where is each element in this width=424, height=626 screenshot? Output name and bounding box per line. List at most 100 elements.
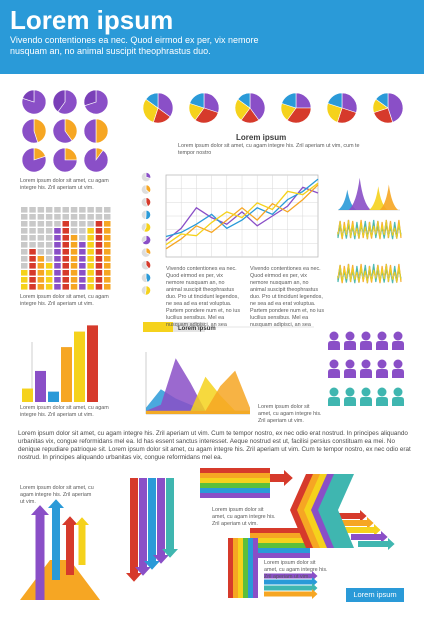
grid-cell-3-1	[45, 214, 53, 220]
pies-caption: Lorem ipsum dolor sit amet, cu agam inte…	[20, 178, 109, 191]
grid-cell-5-5	[62, 242, 69, 248]
area-series-3	[146, 370, 250, 414]
page-subtitle: Vivendo contentiones ea nec. Quod eirmod…	[10, 35, 259, 56]
line-series-1	[165, 178, 319, 238]
grid-cell-2-2	[37, 221, 45, 227]
grid-cell-2-7	[37, 256, 45, 262]
mini-area-1-peak-2	[369, 186, 388, 210]
ribbon-bottom-4	[250, 548, 310, 553]
grid-cell-9-8	[95, 263, 103, 269]
ribbon-down-1	[233, 538, 238, 598]
grid-cell-6-9	[70, 270, 78, 276]
grid-cell-2-0	[37, 207, 45, 213]
chevron-4	[318, 474, 354, 548]
wave-1-3	[337, 263, 402, 284]
ribbon-bottom-5	[250, 553, 310, 558]
grid-cell-5-2	[62, 221, 69, 227]
grid-cell-4-5	[54, 242, 61, 248]
grid-cell-3-0	[45, 207, 53, 213]
grid-cell-0-5	[21, 242, 28, 248]
grid-cell-1-1	[29, 214, 36, 220]
grid-cell-7-6	[79, 249, 86, 255]
grid-cell-4-3	[54, 228, 61, 234]
down-arrow-3	[153, 478, 169, 564]
area-caption: Lorem ipsum dolor sit amet, cu agam inte…	[258, 404, 322, 424]
grid-cell-8-10	[87, 277, 94, 283]
arrows-caption-1: Lorem ipsum dolor sit amet, cu agam inte…	[20, 485, 94, 505]
grid-cell-8-1	[87, 214, 94, 220]
ribbon-down-5	[253, 538, 258, 598]
person-head-0-4	[393, 331, 403, 341]
ribbon-bottom-2	[250, 538, 310, 543]
person-body-1-2	[360, 369, 372, 378]
mini-pie-6-slice-1	[141, 247, 151, 258]
grid-cell-8-11	[87, 284, 94, 290]
mini-area-1-peak-3	[379, 184, 399, 210]
mini-pie-4-slice-0	[143, 222, 151, 233]
grid-cell-3-3	[45, 228, 53, 234]
lorem-badge: Lorem ipsum	[346, 588, 404, 602]
down-arrow-4	[162, 478, 178, 558]
grid-cell-2-1	[37, 214, 45, 220]
grid-cell-7-7	[79, 256, 86, 262]
ribbon-top-head	[270, 470, 293, 486]
ribbon-top-4	[200, 488, 270, 493]
ribbon-bottom-1	[250, 533, 310, 538]
grid-cell-5-3	[62, 228, 69, 234]
person-body-2-0	[328, 397, 340, 406]
mini-area-1-peak-1	[348, 177, 371, 210]
ribbon-down-2	[238, 538, 243, 598]
top-pie-5-slice-0	[387, 92, 404, 123]
header-banner: Lorem ipsum Vivendo contentiones ea nec.…	[0, 0, 424, 74]
grid-cell-9-7	[95, 256, 103, 262]
mini-pie-7-slice-1	[141, 260, 150, 271]
mini-pie-1-slice-1	[141, 184, 150, 195]
grid-cell-10-5	[104, 242, 111, 248]
body-paragraph: Lorem ipsum dolor sit amet, cu agam inte…	[18, 430, 411, 462]
grid-cell-7-9	[79, 270, 86, 276]
top-pie-4-slice-3	[327, 92, 343, 109]
person-head-2-0	[329, 387, 339, 397]
ribbon-top-5	[200, 493, 270, 498]
grid-cell-2-11	[37, 284, 45, 290]
chevron-arrow-4	[358, 538, 395, 550]
grid-cell-8-9	[87, 270, 94, 276]
mini-pie-5-slice-0	[141, 235, 151, 245]
grid-cell-0-11	[21, 284, 28, 290]
small-pie-4-slice-0	[64, 118, 78, 142]
grid-cell-5-9	[62, 270, 69, 276]
grid-cell-9-10	[95, 277, 103, 283]
grid-cell-1-5	[29, 242, 36, 248]
grid-cell-7-0	[79, 207, 86, 213]
center-title: Lorem ipsum	[236, 133, 287, 142]
grid-cell-8-4	[87, 235, 94, 241]
bottom-arrow-0	[264, 571, 318, 581]
bar-5	[87, 325, 98, 402]
small-pie-8-slice-1	[83, 147, 109, 173]
grid-cell-10-3	[104, 228, 111, 234]
grid-cell-6-6	[70, 249, 78, 255]
line-series-2	[165, 184, 319, 250]
ribbon-down-3	[243, 538, 248, 598]
area-label-bar	[143, 322, 173, 332]
up-arrow-4	[75, 517, 89, 565]
page-title: Lorem ipsum	[10, 5, 174, 35]
chevron-arrow-1	[337, 517, 374, 529]
bar-2	[48, 391, 59, 402]
grid-cell-5-7	[62, 256, 69, 262]
grid-cell-3-5	[45, 242, 53, 248]
grid-cell-8-0	[87, 207, 94, 213]
grid-cell-6-2	[70, 221, 78, 227]
top-pie-1-slice-0	[203, 92, 220, 114]
grid-cell-3-4	[45, 235, 53, 241]
grid-cell-1-0	[29, 207, 36, 213]
grid-cell-0-3	[21, 228, 28, 234]
small-pie-2-slice-1	[83, 89, 97, 107]
grid-cell-4-4	[54, 235, 61, 241]
top-pie-0-slice-2	[142, 98, 159, 123]
person-head-2-4	[393, 387, 403, 397]
grid-cell-6-1	[70, 214, 78, 220]
grid-cell-0-1	[21, 214, 28, 220]
grid-cell-1-9	[29, 270, 36, 276]
